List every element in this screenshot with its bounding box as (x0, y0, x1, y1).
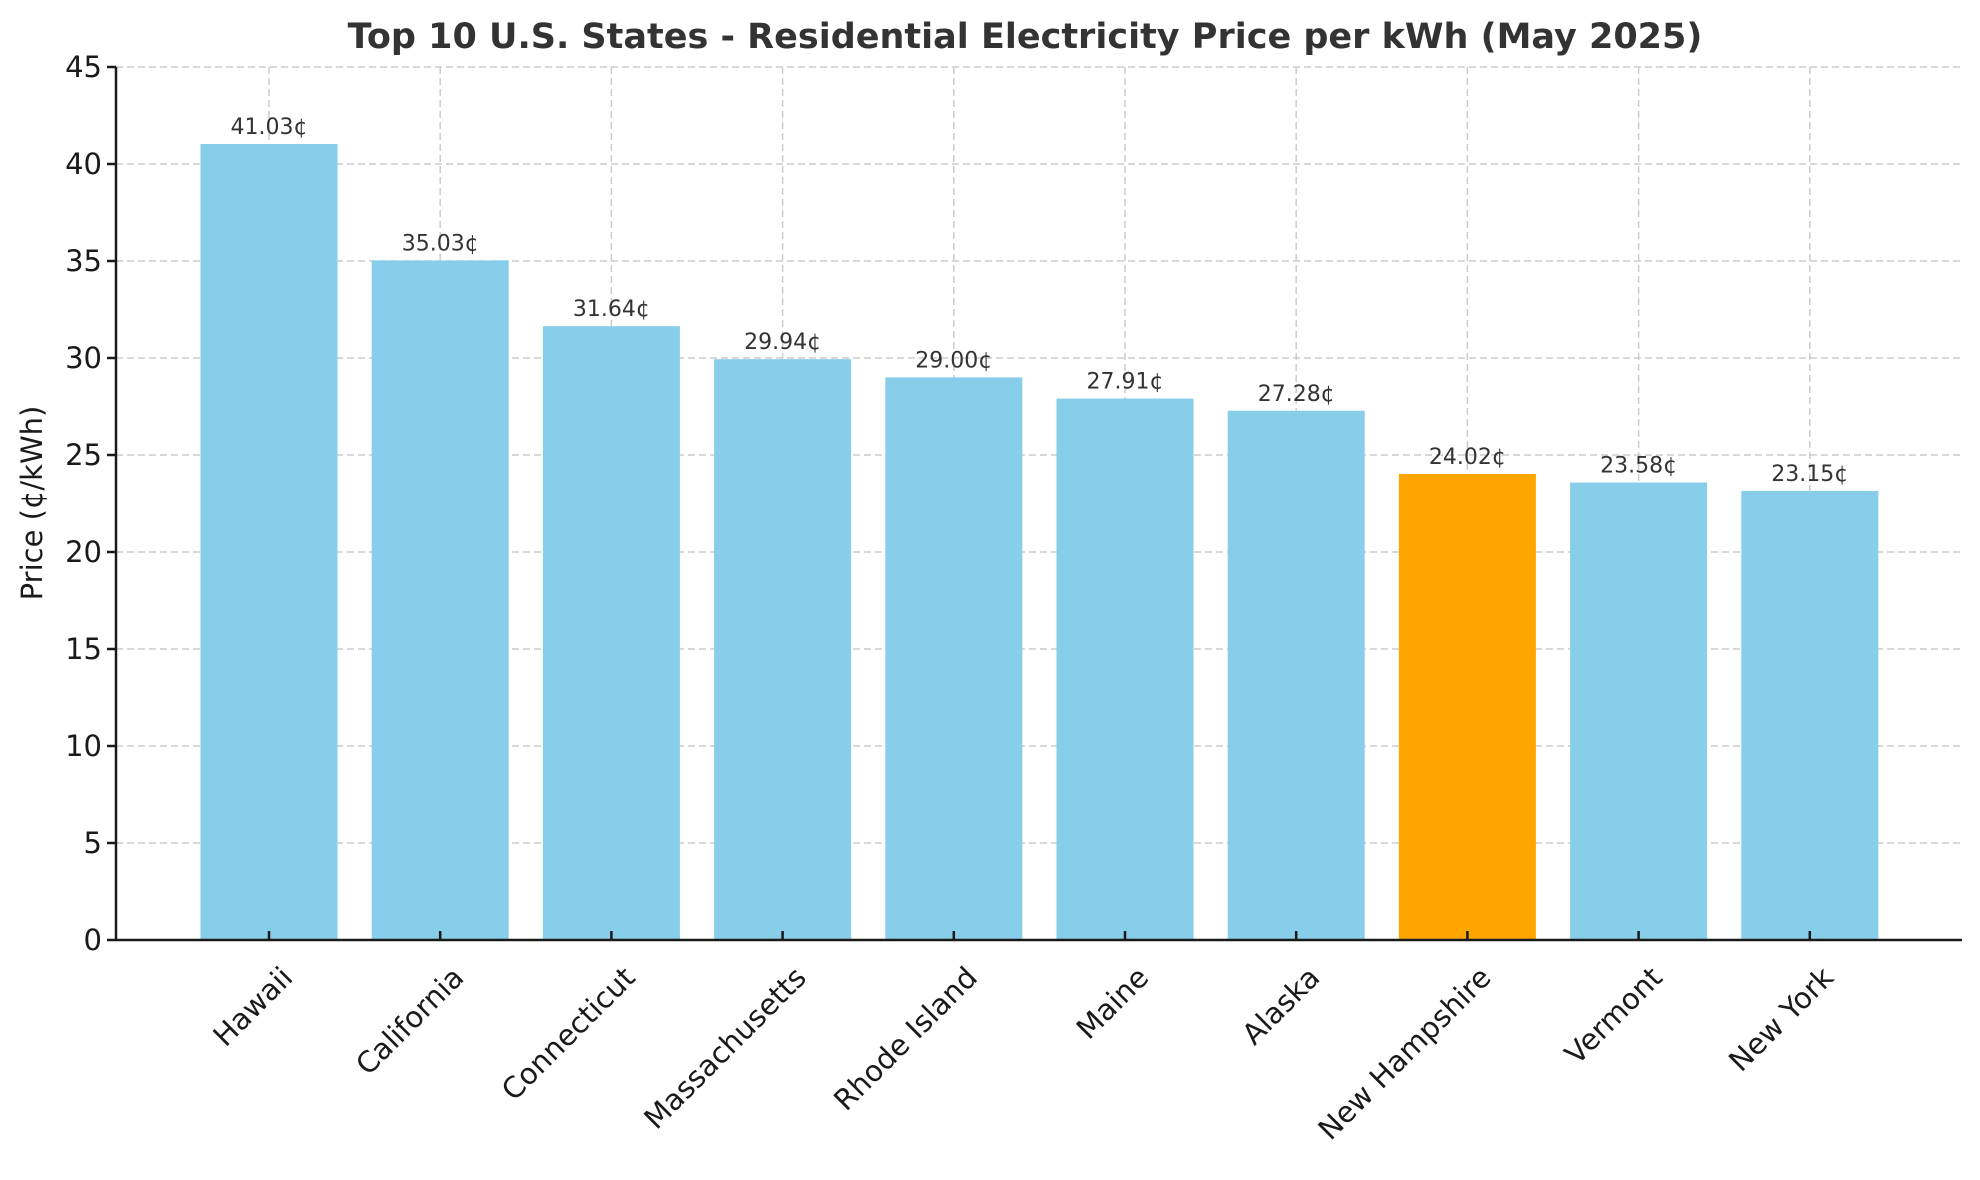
bar-value-label: 27.28¢ (1258, 382, 1335, 407)
bar-value-label: 41.03¢ (231, 115, 308, 140)
bar-value-label: 27.91¢ (1087, 370, 1164, 395)
y-tick-label: 0 (84, 923, 102, 957)
x-tick-label: Vermont (1558, 960, 1669, 1071)
bar-alaska (1227, 410, 1365, 940)
bar-new-york (1741, 490, 1879, 940)
x-tick-label: Hawaii (206, 960, 299, 1053)
axes (114, 67, 1962, 942)
bar-value-label: 23.15¢ (1771, 462, 1848, 487)
y-tick-label: 20 (65, 535, 102, 569)
bar-value-label: 23.58¢ (1600, 454, 1677, 479)
bar-california (371, 260, 509, 941)
y-tick-label: 30 (65, 341, 102, 375)
bar-value-label: 24.02¢ (1429, 445, 1506, 470)
y-tick-label: 15 (65, 632, 102, 666)
bar-value-labels: 41.03¢ 35.03¢ 31.64¢ 29.94¢ 29.00¢ 27.91¢ 27.2… (231, 115, 1849, 487)
y-tick-label: 25 (65, 438, 102, 472)
bar-value-label: 31.64¢ (573, 297, 650, 322)
y-tick-label: 35 (65, 244, 102, 278)
x-tick-label: Massachusetts (637, 960, 813, 1136)
bar-value-label: 35.03¢ (402, 231, 479, 256)
bar-rhode-island (885, 377, 1023, 940)
x-tick-label: California (349, 960, 470, 1081)
x-tick-label: New Hampshire (1311, 960, 1497, 1146)
x-axis-ticks: Hawaii California ConnecticutMassachusetts… (206, 931, 1840, 1146)
x-tick-label: Alaska (1235, 960, 1326, 1051)
y-tick-label: 40 (65, 147, 102, 181)
x-tick-label: Connecticut (495, 960, 642, 1107)
bar-connecticut (542, 326, 680, 941)
bar-value-label: 29.00¢ (915, 348, 992, 373)
x-tick-label: Maine (1070, 960, 1156, 1046)
bar-vermont (1570, 482, 1708, 940)
bars (200, 144, 1879, 941)
x-tick-label: Rhode Island (827, 960, 984, 1117)
x-tick-label: New York (1722, 960, 1840, 1078)
y-tick-label: 5 (84, 826, 102, 860)
y-axis-ticks: 0 5 10 15 20 25 30 35 40 45 (65, 50, 116, 957)
bar-value-label: 29.94¢ (744, 330, 821, 355)
bar-massachusetts (714, 359, 852, 940)
y-tick-label: 10 (65, 729, 102, 763)
chart-title: Top 10 U.S. States - Residential Electri… (348, 17, 1703, 57)
bar-hawaii (200, 144, 338, 940)
y-axis-label: Price (¢/kWh) (15, 406, 49, 601)
bar-maine (1056, 398, 1194, 940)
bar-new-hampshire (1398, 474, 1536, 940)
y-tick-label: 45 (65, 50, 102, 84)
